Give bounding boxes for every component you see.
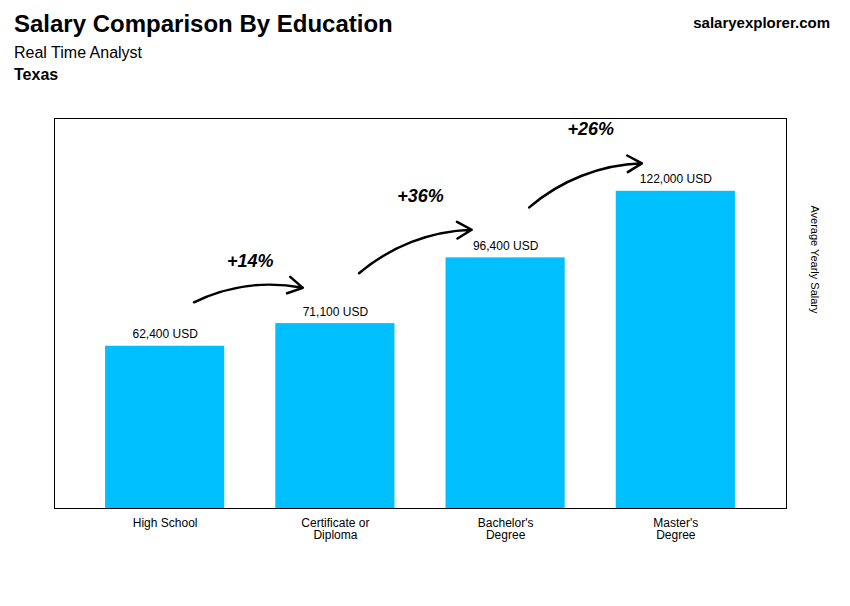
html-text:Real Time Analyst: Real Time Analyst [14,44,143,61]
svg-text:Bachelor'sDegree: Bachelor'sDegree [478,516,534,542]
html-text:Texas: Texas [14,66,59,83]
svg-text:96,400 USD: 96,400 USD [473,239,539,253]
svg-text:Certificate orDiploma: Certificate orDiploma [301,516,369,542]
svg-text:62,400 USD: 62,400 USD [132,327,198,341]
svg-text:+14%: +14% [227,251,274,271]
svg-text:Master'sDegree: Master'sDegree [653,516,698,542]
svg-text:+26%: +26% [567,119,614,139]
svg-text:High School: High School [133,516,198,530]
html-text:Salary Comparison By Education: Salary Comparison By Education [14,10,393,37]
svg-text:71,100 USD: 71,100 USD [303,305,369,319]
html-text:salary explorer.com: salary explorer.com [693,14,830,31]
svg-text:Average Yearly Salary: Average Yearly Salary [809,205,821,314]
svg-text:+36%: +36% [397,186,444,206]
svg-text:122,000 USD: 122,000 USD [640,172,712,186]
